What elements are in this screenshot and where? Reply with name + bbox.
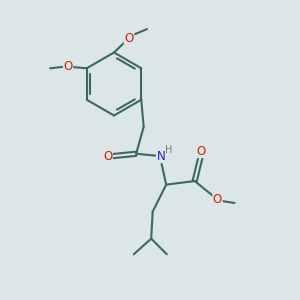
Text: O: O	[103, 150, 112, 163]
Text: O: O	[196, 145, 205, 158]
Text: O: O	[213, 194, 222, 206]
Text: O: O	[64, 60, 73, 73]
Text: O: O	[124, 32, 134, 45]
Text: H: H	[166, 145, 173, 154]
Text: N: N	[156, 150, 165, 163]
